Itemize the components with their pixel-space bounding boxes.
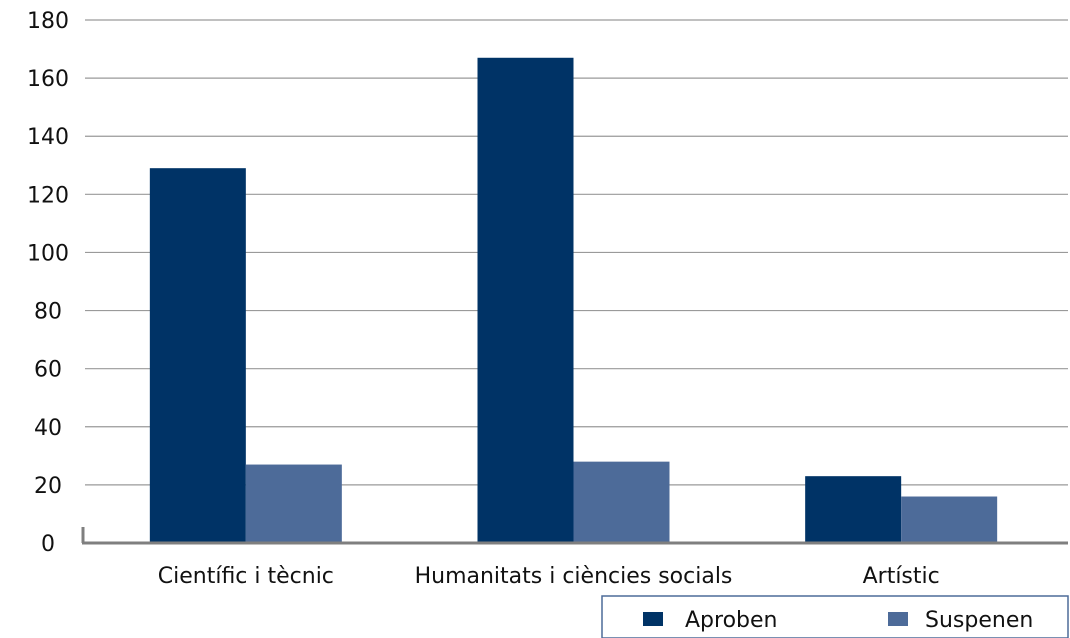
bar-aproben-1 bbox=[477, 57, 574, 544]
x-category-label: Científic i tècnic bbox=[158, 564, 334, 589]
x-axis bbox=[81, 527, 1068, 545]
y-tick-label: 160 bbox=[27, 67, 69, 92]
bar-suspenen-2 bbox=[901, 496, 998, 543]
y-tick-label: 100 bbox=[27, 241, 69, 266]
legend-swatch-aproben bbox=[643, 612, 663, 626]
y-axis-ticks: 0 20 40 60 80 100 120 140 160 180 bbox=[27, 9, 69, 557]
y-tick-label: 20 bbox=[34, 474, 62, 499]
legend-label-aproben: Aproben bbox=[685, 608, 777, 633]
y-tick-label: 0 bbox=[41, 532, 55, 557]
bar-aproben-2 bbox=[805, 476, 902, 543]
legend-swatch-suspenen bbox=[888, 612, 908, 626]
bar-suspenen-0 bbox=[245, 464, 342, 543]
x-axis-labels: Científic i tècnic Humanitats i ciències … bbox=[158, 564, 940, 589]
x-category-label: Humanitats i ciències socials bbox=[415, 564, 733, 589]
legend-frame bbox=[601, 595, 1069, 638]
bar-aproben-0 bbox=[149, 168, 246, 543]
gridlines bbox=[85, 19, 1068, 486]
bars bbox=[149, 57, 998, 544]
legend: Aproben Suspenen bbox=[601, 595, 1069, 638]
x-category-label: Artístic bbox=[863, 564, 940, 589]
y-tick-label: 140 bbox=[27, 125, 69, 150]
y-tick-label: 60 bbox=[34, 358, 62, 383]
y-tick-label: 80 bbox=[34, 300, 62, 325]
y-tick-label: 120 bbox=[27, 183, 69, 208]
y-tick-label: 180 bbox=[27, 9, 69, 34]
legend-label-suspenen: Suspenen bbox=[925, 608, 1033, 633]
y-tick-label: 40 bbox=[34, 416, 62, 441]
bar-suspenen-1 bbox=[573, 461, 670, 543]
